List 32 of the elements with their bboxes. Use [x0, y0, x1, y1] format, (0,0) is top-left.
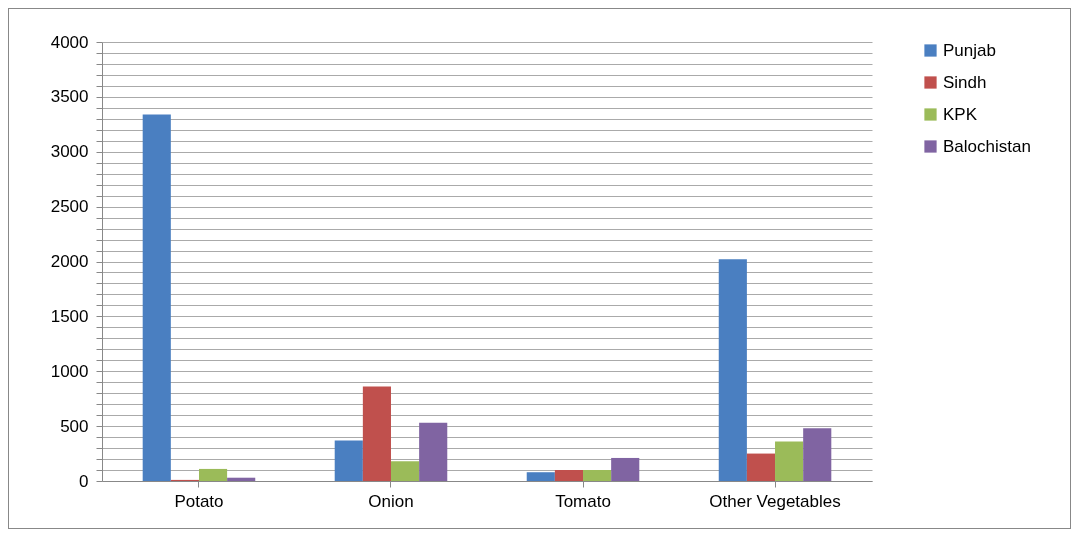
bar: [583, 470, 612, 481]
bar: [746, 453, 776, 481]
y-tick-label: 0: [79, 471, 89, 491]
legend-label: KPK: [943, 104, 978, 124]
bar: [419, 422, 448, 481]
x-tick-label: Onion: [368, 491, 414, 511]
bar: [611, 457, 640, 481]
y-tick-label: 500: [60, 416, 89, 436]
bar: [334, 440, 363, 481]
bar: [227, 477, 256, 481]
bar: [198, 468, 228, 481]
y-tick-label: 1500: [50, 306, 89, 326]
x-tick-label: Other Vegetables: [709, 491, 841, 511]
y-tick-label: 2500: [50, 197, 89, 217]
legend-label: Punjab: [943, 40, 996, 60]
bar: [526, 472, 555, 481]
y-tick-label: 2000: [50, 252, 89, 271]
bar: [390, 461, 420, 481]
legend-label: Balochistan: [943, 136, 1031, 156]
y-tick-label: 3000: [50, 142, 89, 162]
bar: [554, 470, 584, 481]
bar: [362, 386, 391, 481]
bar: [775, 441, 804, 481]
y-tick-label: 4000: [50, 32, 89, 52]
y-tick-label: 1000: [50, 361, 89, 381]
x-tick-label: Tomato: [555, 491, 611, 511]
y-tick-label: 3500: [50, 87, 89, 107]
x-tick-label: Potato: [174, 491, 224, 511]
bar: [142, 114, 171, 481]
legend-label: Sindh: [943, 72, 987, 92]
bar: [803, 428, 832, 481]
bar: [718, 259, 747, 481]
